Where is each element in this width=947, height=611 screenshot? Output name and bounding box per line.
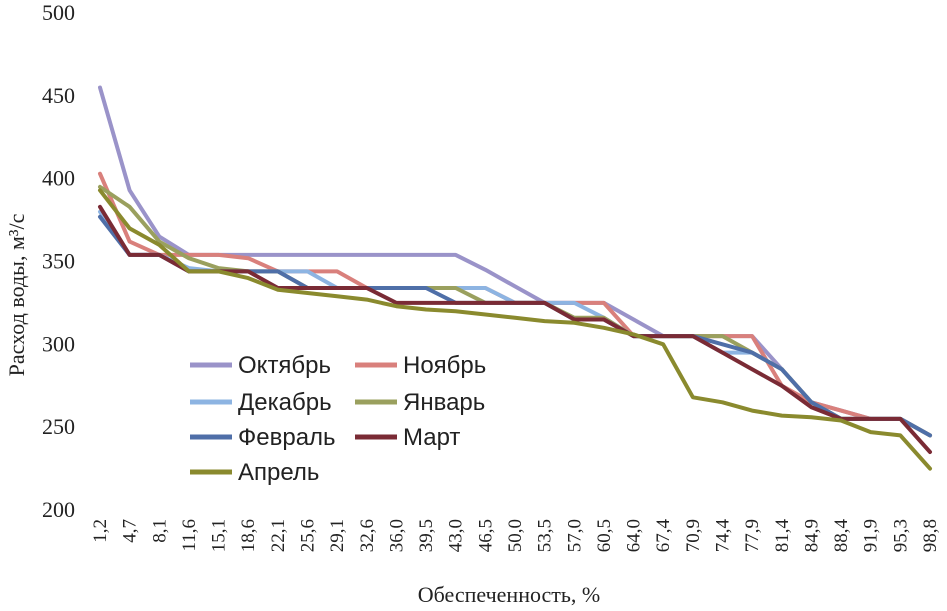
x-tick-label: 36,0 bbox=[386, 519, 407, 552]
x-axis-ticks: 1,2 4,7 8,1 11,6 15,1 18,6 22,1 25,6 29,1 32,6 36,… bbox=[90, 519, 941, 553]
x-tick-label: 70,9 bbox=[683, 519, 704, 552]
series-lines bbox=[98, 85, 932, 471]
x-tick-label: 53,5 bbox=[535, 519, 556, 552]
x-tick-label: 91,9 bbox=[861, 519, 882, 552]
legend-label: Февраль bbox=[238, 424, 336, 451]
y-axis-ticks: 200 250 300 350 400 450 500 bbox=[42, 0, 75, 522]
x-tick-label: 39,5 bbox=[416, 519, 437, 552]
x-tick-label: 50,0 bbox=[505, 519, 526, 552]
x-tick-label: 22,1 bbox=[268, 519, 289, 552]
y-tick-label: 400 bbox=[42, 166, 75, 191]
y-tick-label: 450 bbox=[42, 83, 75, 108]
legend-label: Октябрь bbox=[238, 352, 331, 379]
x-tick-label: 95,3 bbox=[890, 519, 911, 552]
y-axis-title: Расход воды, м³/с bbox=[4, 213, 29, 376]
legend-label: Апрель bbox=[238, 459, 319, 486]
x-tick-label: 32,6 bbox=[357, 519, 378, 552]
x-tick-label: 84,9 bbox=[801, 519, 822, 552]
series-line-6 bbox=[98, 204, 932, 454]
x-tick-label: 74,4 bbox=[713, 519, 734, 553]
x-tick-label: 11,6 bbox=[179, 519, 200, 552]
x-tick-label: 46,5 bbox=[475, 519, 496, 552]
legend-label: Январь bbox=[403, 389, 485, 416]
legend-label: Декабрь bbox=[238, 389, 332, 416]
x-tick-label: 15,1 bbox=[209, 519, 230, 552]
x-tick-label: 8,1 bbox=[149, 519, 170, 543]
y-tick-label: 250 bbox=[42, 414, 75, 439]
x-tick-label: 98,8 bbox=[920, 519, 941, 552]
x-tick-label: 77,9 bbox=[742, 519, 763, 552]
y-tick-label: 300 bbox=[42, 331, 75, 356]
x-tick-label: 64,0 bbox=[624, 519, 645, 552]
x-tick-label: 88,4 bbox=[831, 519, 852, 553]
series-line-1 bbox=[98, 85, 932, 438]
x-tick-label: 67,4 bbox=[653, 519, 674, 553]
x-tick-label: 1,2 bbox=[90, 519, 111, 543]
x-tick-label: 43,0 bbox=[446, 519, 467, 552]
x-tick-label: 60,5 bbox=[594, 519, 615, 552]
y-tick-label: 350 bbox=[42, 249, 75, 274]
legend: Октябрь Ноябрь Декабрь Январь Февраль Март Апр… bbox=[190, 352, 486, 486]
x-axis-title: Обеспеченность, % bbox=[418, 582, 601, 607]
x-tick-label: 57,0 bbox=[564, 519, 585, 552]
x-tick-label: 29,1 bbox=[327, 519, 348, 552]
x-tick-label: 25,6 bbox=[298, 519, 319, 552]
legend-label: Март bbox=[403, 424, 460, 451]
x-tick-label: 18,6 bbox=[238, 519, 259, 552]
legend-label: Ноябрь bbox=[403, 352, 486, 379]
series-line-7 bbox=[98, 188, 932, 471]
x-tick-label: 81,4 bbox=[772, 519, 793, 553]
y-tick-label: 500 bbox=[42, 0, 75, 25]
y-tick-label: 200 bbox=[42, 497, 75, 522]
x-tick-label: 4,7 bbox=[120, 519, 141, 543]
